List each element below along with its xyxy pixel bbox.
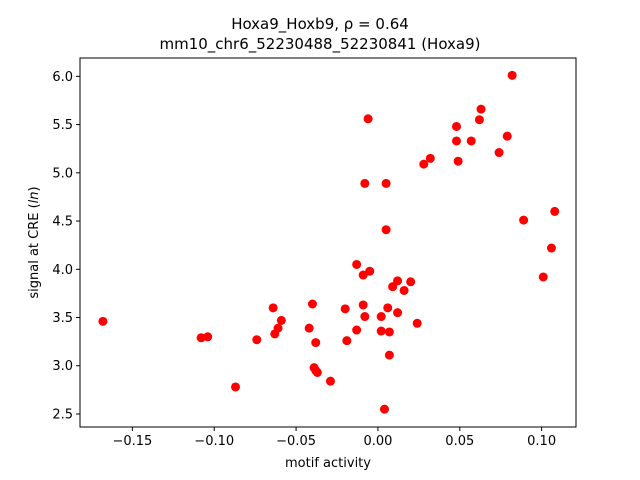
data-point-23 (360, 178, 370, 188)
data-point-19 (352, 325, 362, 335)
data-point-24 (363, 114, 373, 124)
y-axis-label-prefix: signal at CRE ( (27, 203, 42, 298)
data-point-29 (381, 178, 391, 188)
x-axis-ticks: −0.15 −0.10 −0.05 0.00 0.05 0.10 (112, 427, 556, 449)
data-point-12 (311, 338, 321, 348)
data-points (98, 70, 560, 414)
data-point-38 (406, 277, 416, 287)
data-point-27 (376, 326, 386, 336)
data-point-3 (231, 382, 241, 392)
y-tick-label: 6.0 (52, 70, 73, 85)
x-tick-label: −0.10 (194, 434, 234, 449)
x-tick-label: −0.05 (276, 434, 316, 449)
x-tick-label: 0.00 (363, 434, 392, 449)
data-point-31 (383, 303, 393, 313)
data-point-18 (352, 259, 362, 269)
data-point-0 (98, 316, 108, 326)
y-tick-label: 4.0 (52, 263, 73, 278)
y-tick-label: 5.5 (52, 118, 73, 133)
data-point-4 (252, 335, 262, 345)
plot-frame (79, 57, 577, 428)
data-point-50 (507, 70, 517, 80)
data-point-25 (365, 266, 375, 276)
data-point-28 (379, 404, 389, 414)
y-tick-label: 3.0 (52, 359, 73, 374)
x-axis-label: motif activity (285, 456, 371, 471)
y-axis-ticks: 2.5 3.0 3.5 4.0 4.5 5.0 5.5 6.0 (52, 70, 80, 422)
data-point-9 (304, 323, 314, 333)
data-point-7 (273, 323, 283, 333)
data-point-53 (546, 243, 556, 253)
data-point-15 (325, 376, 335, 386)
data-point-48 (494, 148, 504, 158)
data-point-47 (476, 104, 486, 114)
data-point-39 (412, 318, 422, 328)
data-point-44 (453, 156, 463, 166)
data-point-30 (381, 225, 391, 235)
data-point-40 (419, 159, 429, 169)
data-point-51 (519, 215, 529, 225)
data-point-52 (538, 272, 548, 282)
data-point-8 (276, 315, 286, 325)
y-tick-label: 2.5 (52, 407, 73, 422)
data-point-20 (358, 270, 368, 280)
y-axis-label-suffix: ) (27, 186, 42, 191)
data-point-41 (425, 153, 435, 163)
data-point-46 (474, 115, 484, 125)
data-point-37 (399, 285, 409, 295)
data-point-22 (360, 312, 370, 322)
y-tick-label: 3.5 (52, 311, 73, 326)
x-tick-label: 0.10 (527, 434, 556, 449)
x-tick-label: −0.15 (112, 434, 152, 449)
y-tick-label: 5.0 (52, 166, 73, 181)
data-point-16 (340, 304, 350, 314)
data-point-49 (502, 131, 512, 141)
data-point-17 (342, 336, 352, 346)
y-axis-label: signal at CRE (ln) (27, 186, 42, 298)
data-point-14 (312, 367, 322, 377)
data-point-10 (307, 299, 317, 309)
data-point-32 (384, 327, 394, 337)
data-point-42 (452, 121, 461, 131)
data-point-36 (393, 308, 403, 318)
data-point-21 (358, 300, 368, 310)
data-point-43 (452, 136, 461, 146)
y-tick-label: 4.5 (52, 215, 73, 230)
chart-title-line-1: Hoxa9_Hoxb9, ρ = 0.64 (231, 15, 409, 34)
chart-title-line-2: mm10_chr6_52230488_52230841 (Hoxa9) (159, 35, 480, 54)
data-point-2 (203, 332, 213, 342)
y-axis-label-italic: ln (27, 191, 42, 203)
x-tick-label: 0.05 (445, 434, 474, 449)
data-point-45 (466, 136, 476, 146)
data-point-5 (268, 303, 278, 313)
data-point-54 (550, 206, 560, 216)
data-point-35 (393, 276, 403, 286)
data-point-26 (376, 312, 386, 322)
data-point-33 (384, 350, 394, 360)
